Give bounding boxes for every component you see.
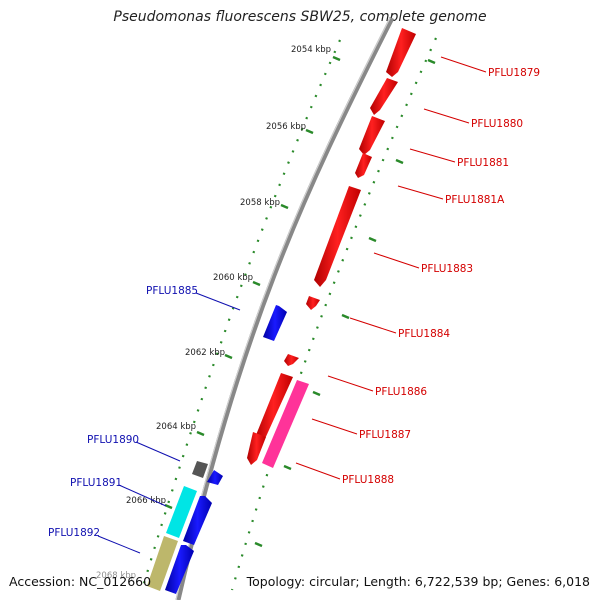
major-ticks [164,55,436,548]
gene-label[interactable]: PFLU1881A [445,194,505,206]
gene-pflu1892[interactable] [165,545,194,594]
scale-label: 2060 kbp [213,273,253,283]
gene-label[interactable]: PFLU1881 [457,157,509,169]
gene-pflu1883[interactable] [314,186,361,287]
accession-text: Accession: NC_012660 [9,574,152,589]
gene-label[interactable]: PFLU1880 [471,118,523,130]
gene-label[interactable]: PFLU1886 [375,386,427,398]
summary-text: Topology: circular; Length: 6,722,539 bp… [246,574,590,589]
gene-khaki[interactable] [147,536,178,591]
gene-gray[interactable] [192,461,208,478]
gene-pflu1880[interactable] [370,78,398,115]
outer-scale-ring [230,37,438,591]
scale-label: 2068 kbp [96,571,136,581]
scale-label: 2058 kbp [240,198,280,208]
gene-label[interactable]: PFLU1891 [70,477,122,489]
gene-label[interactable]: PFLU1892 [48,527,100,539]
gene-pflu1879[interactable] [386,28,416,77]
gene-pink[interactable] [262,380,309,468]
genome-backbone-highlight [175,17,391,600]
genome-backbone [175,16,395,600]
gene-label[interactable]: PFLU1888 [342,474,394,486]
gene-pflu1891[interactable] [183,496,212,545]
reverse-genes [147,305,287,594]
gene-label[interactable]: PFLU1883 [421,263,473,275]
gene-label[interactable]: PFLU1887 [359,429,411,441]
forward-genes [247,28,416,468]
scale-label: 2064 kbp [156,422,196,432]
gene-pflu1887[interactable] [254,373,293,446]
scale-label: 2062 kbp [185,348,225,358]
reverse-label-lines [97,292,241,554]
gene-cyan[interactable] [166,486,197,538]
scale-label: 2056 kbp [266,122,306,132]
gene-pflu1884[interactable] [306,296,320,310]
scale-label: 2066 kbp [126,496,166,506]
inner-scale-ring [140,39,342,591]
gene-pflu1881a[interactable] [355,153,372,178]
gene-pflu1886[interactable] [284,354,299,366]
gene-pflu1885[interactable] [263,305,287,341]
gene-label[interactable]: PFLU1890 [87,434,139,446]
gene-pflu1888[interactable] [247,432,266,465]
gene-label[interactable]: PFLU1885 [146,285,198,297]
map-title: Pseudomonas fluorescens SBW25, complete … [113,9,487,25]
forward-label-lines [295,56,487,480]
gene-pflu1881[interactable] [359,116,385,155]
gene-label[interactable]: PFLU1879 [488,67,540,79]
gene-small-blue[interactable] [207,470,223,485]
gene-label[interactable]: PFLU1884 [398,328,450,340]
scale-label: 2054 kbp [291,45,331,55]
